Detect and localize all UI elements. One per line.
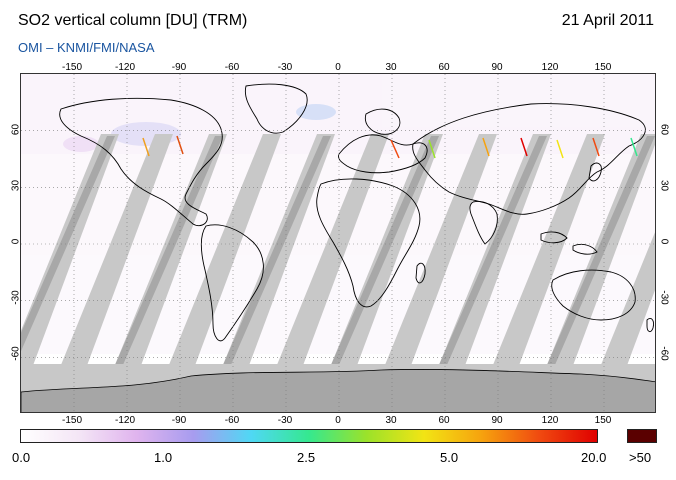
missing-data-swath [21, 134, 119, 398]
lon-tick-top: 90 [491, 62, 503, 73]
overlap-swath [219, 136, 331, 374]
coastlines [59, 83, 654, 342]
overlap-swath [21, 136, 115, 352]
map-title: SO2 vertical column [DU] (TRM) [18, 12, 248, 29]
lon-tick-bottom: -150 [61, 415, 82, 426]
lon-tick-top: -30 [277, 62, 293, 73]
lon-tick-top: 60 [438, 62, 450, 73]
map-canvas [21, 74, 655, 412]
lon-tick-top: 150 [594, 62, 612, 73]
overlap-swath [327, 136, 439, 374]
antarctica [21, 369, 655, 412]
lat-tick-right: 0 [658, 238, 670, 245]
lon-tick-top: -90 [171, 62, 187, 73]
lon-tick-bottom: -60 [224, 415, 240, 426]
overlap-swath [435, 136, 547, 374]
lat-tick-right: 30 [658, 179, 670, 192]
missing-data-swath [257, 134, 389, 412]
lon-tick-bottom: 120 [541, 415, 559, 426]
lon-tick-top: -60 [224, 62, 240, 73]
lon-tick-bottom: 60 [438, 415, 450, 426]
lon-tick-bottom: 30 [385, 415, 397, 426]
overlap-swath [111, 136, 223, 374]
colorbar-label: 2.5 [297, 450, 316, 465]
data-credit: OMI – KNMI/FMI/NASA [18, 40, 155, 55]
lon-tick-top: 30 [385, 62, 397, 73]
missing-data-swath [149, 134, 281, 412]
lon-tick-bottom: 150 [594, 415, 612, 426]
lat-tick-right: 60 [658, 123, 670, 136]
lon-tick-top: -150 [61, 62, 82, 73]
map-date: 21 April 2011 [561, 12, 654, 29]
graticule [21, 74, 655, 412]
so2-edge-streaks [142, 135, 638, 159]
lon-tick-bottom: -30 [277, 415, 293, 426]
lon-tick-bottom: 90 [491, 415, 503, 426]
colorbar-overflow-label: >50 [629, 450, 652, 465]
missing-data-swath [365, 134, 497, 412]
colorbar-label: 5.0 [440, 450, 459, 465]
missing-data-swaths [21, 134, 655, 412]
overlap-swath [543, 136, 655, 374]
lon-tick-bottom: -90 [171, 415, 187, 426]
lon-tick-top: 0 [335, 62, 341, 73]
lon-tick-bottom: 0 [335, 415, 341, 426]
lon-tick-bottom: -120 [114, 415, 135, 426]
colorbar [20, 429, 598, 443]
lat-tick-right: -30 [658, 290, 670, 305]
missing-data-swath [41, 134, 173, 412]
colorbar-label: 1.0 [154, 450, 173, 465]
lon-tick-top: 120 [541, 62, 559, 73]
colorbar-overflow-swatch [627, 429, 657, 443]
colorbar-label: 20.0 [581, 450, 607, 465]
lon-tick-top: -120 [114, 62, 135, 73]
missing-data-swath [473, 134, 605, 412]
colorbar-label: 0.0 [12, 450, 31, 465]
so2-map [20, 73, 656, 413]
lat-tick-right: -60 [658, 346, 670, 361]
